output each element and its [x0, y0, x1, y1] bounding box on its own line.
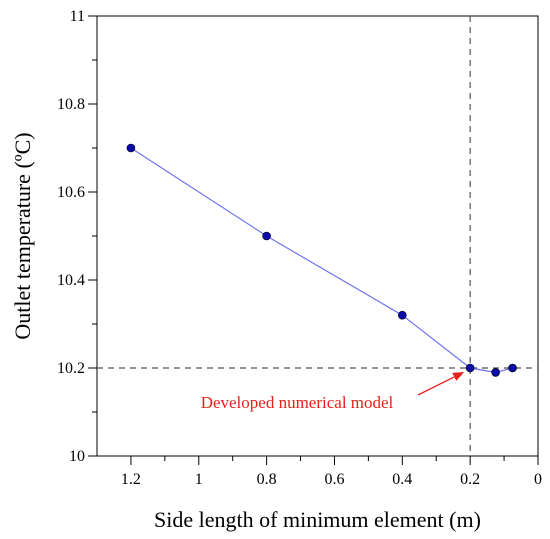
y-tick-label: 10.2	[57, 360, 85, 377]
x-tick-label: 0	[534, 471, 542, 488]
y-tick-label: 10.4	[57, 272, 85, 289]
data-point	[398, 310, 407, 320]
x-tick-label: 1	[195, 471, 203, 488]
annotation-arrow	[417, 376, 455, 396]
x-axis-label: Side length of minimum element (m)	[154, 507, 481, 532]
y-axis-label: Outlet temperature (ºC)	[10, 132, 35, 339]
y-tick-label: 10.6	[57, 184, 85, 201]
x-tick-label: 1.2	[121, 471, 141, 488]
x-tick-label: 0.4	[392, 471, 412, 488]
y-tick-label: 10.8	[57, 96, 85, 113]
plot-area-frame	[96, 15, 539, 457]
annotation-label: Developed numerical model	[201, 393, 394, 412]
y-tick-label: 10	[69, 448, 85, 465]
data-point	[126, 143, 136, 153]
reference-lines	[97, 16, 538, 456]
x-tick-label: 0.6	[324, 471, 344, 488]
annotation-layer: Developed numerical model	[201, 372, 465, 412]
data-point	[491, 368, 500, 377]
annotation-arrowhead	[452, 372, 465, 381]
y-tick-label: 11	[70, 8, 85, 25]
x-axis-ticks: 1.2 1 0.8 0.6 0.4 0.2 0	[121, 456, 542, 488]
data-point	[508, 363, 517, 373]
x-tick-label: 0.8	[257, 471, 277, 488]
x-tick-label: 0.2	[460, 471, 480, 488]
y-axis-ticks: 10 10.2 10.4 10.6 10.8 11	[57, 8, 97, 465]
data-point	[465, 363, 475, 373]
series-layer	[126, 143, 517, 377]
data-point	[262, 231, 271, 241]
series-line	[130, 147, 513, 374]
